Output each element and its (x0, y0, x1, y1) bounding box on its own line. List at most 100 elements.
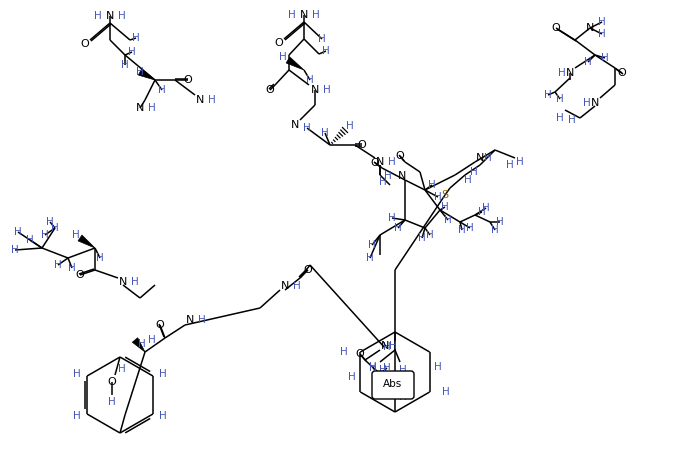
Text: H: H (584, 57, 592, 67)
Text: H: H (598, 29, 606, 39)
Text: H: H (458, 225, 466, 235)
Text: H: H (11, 245, 19, 255)
Text: H: H (444, 215, 452, 225)
Text: N: N (476, 153, 484, 163)
Text: H: H (96, 253, 104, 263)
Text: H: H (72, 230, 80, 240)
Text: H: H (321, 128, 329, 138)
Text: O: O (108, 377, 117, 387)
Text: H: H (466, 223, 474, 233)
Text: N: N (586, 23, 594, 33)
Text: H: H (340, 347, 348, 357)
Text: N: N (136, 103, 144, 113)
Text: H: H (516, 157, 524, 167)
Text: O: O (618, 68, 626, 78)
Text: H: H (379, 177, 387, 187)
Text: H: H (601, 53, 609, 63)
Text: H: H (556, 113, 564, 123)
Text: O: O (552, 23, 561, 33)
Text: H: H (442, 387, 450, 397)
Text: H: H (418, 233, 426, 243)
Text: H: H (54, 260, 62, 270)
Text: O: O (356, 349, 364, 359)
Text: H: H (496, 217, 504, 227)
Text: H: H (482, 203, 490, 213)
Text: H: H (583, 98, 591, 108)
Text: H: H (369, 363, 377, 373)
Text: H: H (138, 339, 146, 349)
Text: N: N (119, 277, 127, 287)
Text: H: H (68, 263, 76, 273)
Text: H: H (544, 90, 552, 100)
Text: H: H (322, 46, 330, 56)
Text: H: H (389, 341, 397, 351)
Text: H: H (159, 369, 167, 379)
Text: N: N (591, 98, 599, 108)
Polygon shape (78, 235, 95, 248)
Text: H: H (346, 121, 354, 131)
Text: H: H (303, 123, 311, 133)
Text: O: O (357, 140, 366, 150)
Text: O: O (371, 158, 380, 168)
Text: N: N (186, 315, 194, 325)
Text: O: O (156, 320, 164, 330)
Text: Abs: Abs (383, 379, 403, 389)
Text: H: H (441, 202, 449, 212)
Text: H: H (293, 281, 301, 291)
Text: H: H (159, 411, 167, 421)
Text: H: H (556, 94, 564, 104)
Text: O: O (184, 75, 193, 85)
Text: N: N (311, 85, 319, 95)
Text: S: S (441, 190, 449, 200)
Text: H: H (470, 167, 478, 177)
Text: H: H (158, 85, 166, 95)
Polygon shape (138, 69, 155, 80)
Text: H: H (148, 335, 156, 345)
Text: H: H (388, 213, 396, 223)
Text: H: H (208, 95, 216, 105)
Text: H: H (26, 235, 34, 245)
Polygon shape (286, 57, 304, 70)
Text: H: H (464, 175, 472, 185)
Text: H: H (478, 207, 486, 217)
Text: H: H (73, 411, 81, 421)
Text: N: N (376, 157, 384, 167)
Text: H: H (383, 342, 391, 352)
Text: H: H (132, 33, 140, 43)
Text: H: H (51, 223, 59, 233)
Text: H: H (388, 157, 396, 167)
Text: O: O (304, 265, 313, 275)
Text: H: H (306, 75, 314, 85)
Text: H: H (128, 47, 136, 57)
Text: O: O (275, 38, 283, 48)
Text: H: H (14, 227, 22, 237)
Text: H: H (368, 240, 376, 250)
Text: N: N (398, 171, 406, 181)
Text: N: N (281, 281, 290, 291)
Text: N: N (106, 11, 114, 21)
Text: H: H (118, 11, 126, 21)
Text: H: H (434, 192, 442, 202)
Text: H: H (198, 315, 206, 325)
Text: N: N (291, 120, 299, 130)
Text: H: H (399, 392, 407, 402)
Text: H: H (426, 230, 434, 240)
Text: N: N (300, 10, 308, 20)
Text: H: H (434, 362, 441, 372)
Text: H: H (379, 365, 387, 375)
Text: H: H (484, 153, 492, 163)
Text: O: O (266, 85, 275, 95)
Text: H: H (491, 225, 499, 235)
Text: H: H (568, 115, 576, 125)
Text: H: H (136, 67, 144, 77)
Text: H: H (399, 365, 407, 375)
Text: H: H (288, 10, 296, 20)
Text: H: H (118, 364, 126, 374)
Text: H: H (369, 362, 377, 372)
Text: N: N (196, 95, 204, 105)
Text: H: H (121, 60, 129, 70)
Text: N: N (566, 68, 574, 78)
Text: H: H (366, 253, 374, 263)
Text: H: H (323, 85, 331, 95)
Text: H: H (506, 160, 514, 170)
